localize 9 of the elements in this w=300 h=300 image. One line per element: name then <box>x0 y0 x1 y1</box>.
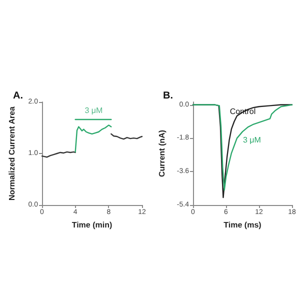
series-label: 3 μM <box>243 136 262 145</box>
chart-title: A. <box>13 90 24 102</box>
line-series <box>74 124 112 153</box>
x-axis-title: Time (ms) <box>224 220 262 230</box>
chart-title: B. <box>163 90 174 102</box>
y-axis-title: Current (nA) <box>158 130 166 178</box>
annotation: 3 μM <box>84 106 103 116</box>
y-axis-title: Normalized Current Area <box>8 106 16 200</box>
x-axis-title: Time (min) <box>72 220 112 230</box>
